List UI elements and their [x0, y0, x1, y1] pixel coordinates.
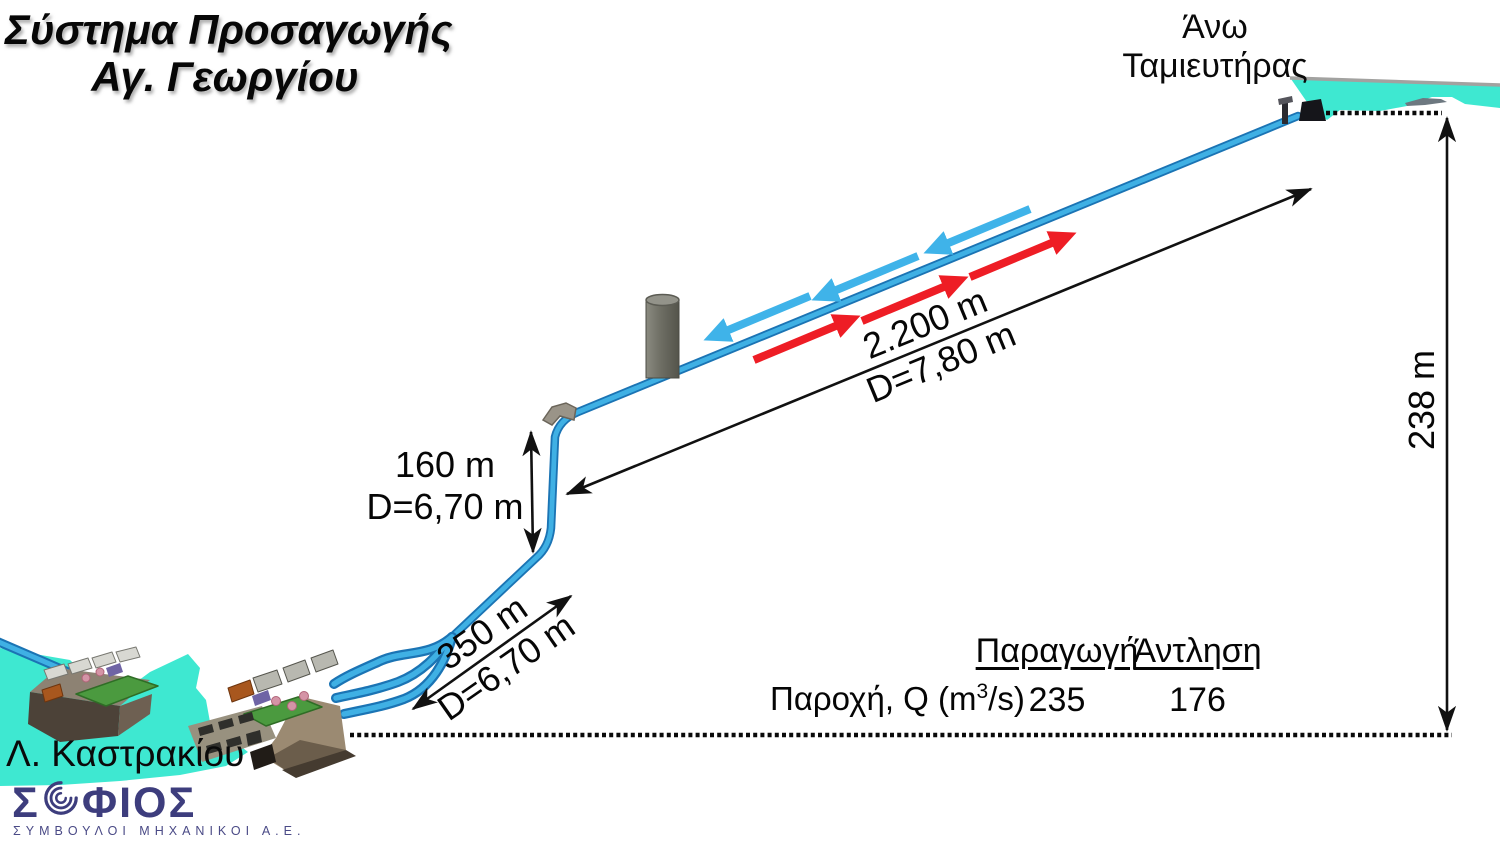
power-station-new — [188, 649, 356, 778]
surge-tank — [645, 293, 680, 379]
logo-text-part2: ΦΙΟΣ — [81, 779, 197, 827]
company-logo: Σ ΦΙΟΣ — [12, 779, 196, 828]
upper-reservoir-label: Άνω Ταμιευτήρας — [1122, 8, 1308, 86]
lake-kastraki-label: Λ. Καστρακίου — [6, 733, 245, 774]
spiral-icon — [42, 779, 80, 828]
intake-structure — [1278, 96, 1326, 124]
page-title: Σύστημα Προσαγωγής Αγ. Γεωργίου — [5, 6, 453, 101]
generation-flow-arrow — [811, 252, 920, 302]
generation-flow-arrow — [703, 292, 812, 342]
tunnel-dimension-arrow — [565, 187, 1313, 496]
logo-text-part1: Σ — [12, 779, 40, 827]
pumping-flow-arrow — [968, 231, 1077, 281]
page-title-line1: Σύστημα Προσαγωγής — [5, 6, 453, 53]
table-header-production: Παραγωγή — [975, 632, 1139, 670]
upper-reservoir — [1289, 76, 1500, 120]
intake-tower-post — [1282, 101, 1288, 124]
dam-crest-line — [1289, 76, 1500, 87]
flow-arrows-generation — [703, 205, 1032, 342]
boat — [1405, 98, 1447, 106]
power-station-existing — [28, 646, 159, 742]
logo-subtitle: ΣΥΜΒΟΥΛΟΙ ΜΗΧΑΝΙΚΟΙ Α.Ε. — [13, 824, 306, 838]
shaft-dimension-arrow — [522, 430, 542, 554]
table-row-label: Παροχή, Q (m3/s) — [770, 680, 1025, 717]
generation-flow-arrow — [923, 205, 1032, 255]
pumping-flow-arrow — [860, 275, 969, 325]
page-title-line2: Αγ. Γεωργίου — [91, 53, 359, 101]
table-value-pumping: 176 — [1169, 681, 1226, 719]
table-header-pumping: Άντληση — [1133, 632, 1262, 670]
shaft-dimension-label: 160 m D=6,70 m — [366, 444, 524, 527]
penstock-dimension-arrow — [411, 594, 573, 711]
upper-reservoir-water — [1291, 79, 1500, 120]
head-dimension-label: 238 m — [1401, 349, 1442, 451]
table-value-production: 235 — [1028, 681, 1086, 719]
pumping-flow-arrow — [752, 314, 861, 364]
flow-arrows-pumping — [752, 231, 1077, 364]
station-entrance — [250, 744, 276, 770]
